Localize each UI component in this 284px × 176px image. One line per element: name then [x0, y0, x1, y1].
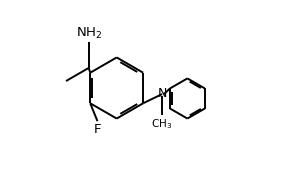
- Text: NH$_2$: NH$_2$: [76, 26, 102, 41]
- Text: F: F: [94, 123, 101, 136]
- Text: N: N: [157, 87, 167, 100]
- Text: CH$_3$: CH$_3$: [151, 118, 173, 131]
